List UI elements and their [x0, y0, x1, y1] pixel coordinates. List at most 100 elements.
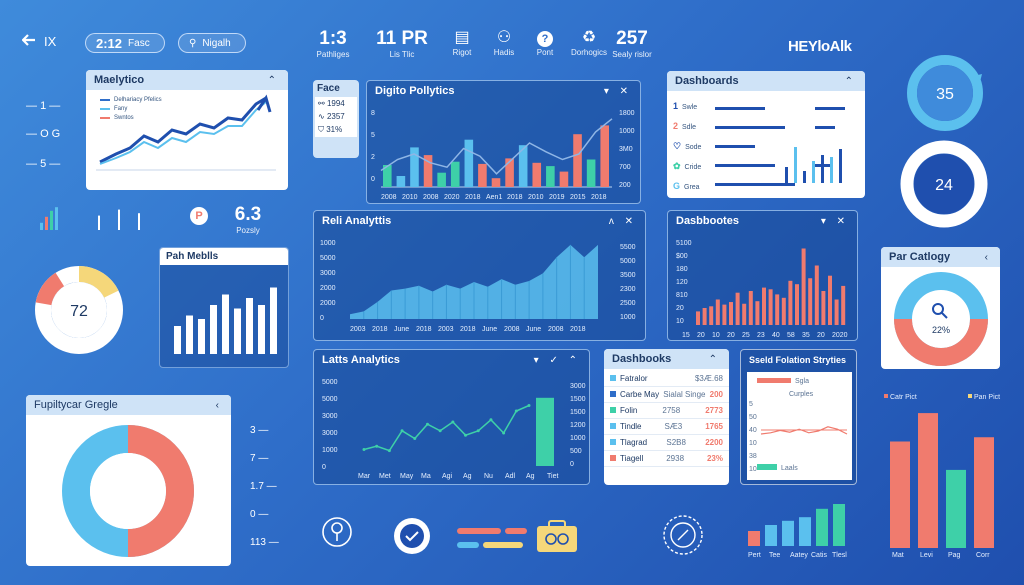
back-button[interactable]: IX	[21, 34, 56, 49]
bar	[812, 161, 815, 183]
collapse-icon[interactable]: ⌃	[844, 75, 857, 87]
bar	[794, 147, 797, 183]
table-row[interactable]: Tindle SÆ3 1765	[604, 419, 729, 435]
x-tick-label: Tee	[769, 552, 780, 559]
series-line	[363, 404, 530, 452]
legend-item: Swntos	[114, 115, 134, 121]
panel-controls[interactable]: ▾ ✕	[603, 85, 632, 97]
table-row[interactable]: Tiagell 2938 23%	[604, 451, 729, 467]
panel-controls[interactable]: ʌ ✕	[608, 215, 637, 227]
icon-stat-hadis[interactable]: ⚇ Hadis	[484, 28, 524, 57]
table-row[interactable]: Tlagrad S2B8 2200	[604, 435, 729, 451]
y-tick-label: 0	[371, 176, 375, 183]
collapse-icon[interactable]: ‹	[984, 251, 992, 263]
mini-stat: 6.3 Pozsly	[226, 204, 270, 235]
row-label: Tlagrad	[610, 438, 647, 447]
row-amount: 2773	[705, 406, 723, 415]
reli-analytics-panel: Reli Analyttis ʌ ✕ 1000 5000 3000 2000 2000 0 5…	[313, 210, 646, 341]
panel-title: Reli Analyttis	[322, 215, 392, 227]
time-value: 2:12	[96, 35, 123, 51]
panel-controls[interactable]: ▾ ✓ ⌃	[533, 354, 581, 366]
bar	[755, 301, 760, 325]
panel-controls[interactable]: ▾ ✕	[820, 215, 849, 227]
y-tick-label: 5	[749, 401, 753, 408]
icon-stat-rigot[interactable]: ▤ Rigot	[442, 28, 482, 57]
dashboard-row[interactable]: ♡ Sode	[673, 141, 702, 151]
check-icon[interactable]	[392, 516, 432, 556]
y-tick-label: 20	[676, 305, 684, 312]
time-pill[interactable]: 2:12 Fasc	[85, 33, 165, 53]
y-tick-label: 810	[676, 292, 688, 299]
dashboard-row[interactable]: G Grea	[673, 181, 700, 191]
latts-analytics-panel: Latts Analytics ▾ ✓ ⌃ 5000 5000 3000 3000 100…	[313, 349, 590, 485]
bar	[464, 139, 474, 187]
y-tick-label: 200	[619, 182, 631, 189]
y-tick-label: 38	[749, 453, 757, 460]
y-tick-label: 1800	[619, 110, 635, 117]
x-tick-label: Mar	[358, 473, 371, 480]
collapse-icon[interactable]: ⌃	[267, 74, 280, 86]
bar	[799, 517, 811, 546]
panel-title: Par Catlogy	[889, 251, 951, 263]
bar	[505, 158, 514, 187]
panel-title: Digito Pollytics	[375, 85, 455, 97]
dashboard-row[interactable]: ✿ Cride	[673, 161, 702, 171]
scale-label: 113 —	[250, 537, 279, 548]
icon-stat-pont[interactable]: ? Pont	[525, 28, 565, 57]
mini-stat-value: 6.3	[234, 204, 262, 225]
briefcase-icon[interactable]	[534, 518, 580, 556]
x-tick-label: 25	[742, 332, 750, 339]
table-row[interactable]: Carbe May Sialal Singe 200	[604, 387, 729, 403]
donut-72-chart: 72	[35, 266, 123, 354]
panel-title: Fupiltycar Gregle	[34, 399, 118, 411]
bar	[423, 155, 433, 187]
x-tick-label: 2008	[504, 326, 520, 333]
bar	[748, 531, 760, 546]
x-tick-label: May	[400, 473, 414, 480]
table-row[interactable]: Folin 2758 2773	[604, 403, 729, 419]
collapse-icon[interactable]: ‹	[215, 399, 223, 411]
fupiltycar-donut	[62, 425, 194, 557]
p-badge-icon: P	[190, 207, 208, 225]
bar	[478, 163, 487, 187]
row-value: 2758	[662, 406, 681, 415]
x-tick-label: 2018	[460, 326, 476, 333]
user-pill[interactable]: ⚲ Nigalh	[178, 33, 246, 53]
bar	[518, 145, 528, 187]
bar	[782, 520, 794, 546]
bar	[702, 308, 707, 325]
x-tick-label: 2008	[423, 194, 439, 201]
icon-stat-dorhogics[interactable]: ♻ Dorhogics	[566, 28, 612, 57]
row-bar	[715, 183, 795, 186]
x-tick-label: 20	[817, 332, 825, 339]
bar	[40, 222, 43, 230]
bar	[834, 299, 839, 325]
question-icon: ?	[525, 28, 565, 48]
dashboards-top-panel: Dashboards ⌃ 1 Swle 2 Sdle ♡ Sode ✿ Cride G Grea	[667, 71, 865, 198]
bar	[450, 161, 460, 187]
panel-title: Dasbbootes	[676, 215, 739, 227]
bar	[138, 213, 140, 230]
dashboard-row[interactable]: 1 Swle	[673, 101, 698, 111]
stat-label: Sealy rislor	[612, 50, 652, 59]
head-gear-icon[interactable]	[318, 512, 356, 556]
toggle-lines-icon[interactable]	[455, 522, 529, 556]
y-tick-label: 5100	[676, 240, 692, 247]
y-tick-label: 10	[749, 440, 757, 447]
collapse-icon[interactable]: ⌃	[708, 353, 721, 365]
table-row[interactable]: Fatralor $3Æ.68	[604, 371, 729, 387]
row-bar	[815, 126, 835, 129]
data-point	[375, 444, 379, 448]
dashboard-row[interactable]: 2 Sdle	[673, 121, 697, 131]
legend-swatch	[884, 394, 888, 398]
analytics-panel: Maelytico ⌃ Delhariacy Pfelics Fany Swnto…	[86, 70, 288, 190]
x-tick-label: Ag	[463, 473, 472, 480]
bar	[98, 215, 100, 230]
bar	[234, 308, 241, 354]
bar	[946, 469, 966, 548]
stat-label: Pathliges	[316, 50, 350, 59]
y-tick-label: $00	[676, 253, 688, 260]
face-row: ⚯ 1994	[318, 99, 345, 108]
x-tick-label: 2018	[591, 194, 607, 201]
ring-35-chart: 35	[907, 55, 983, 131]
